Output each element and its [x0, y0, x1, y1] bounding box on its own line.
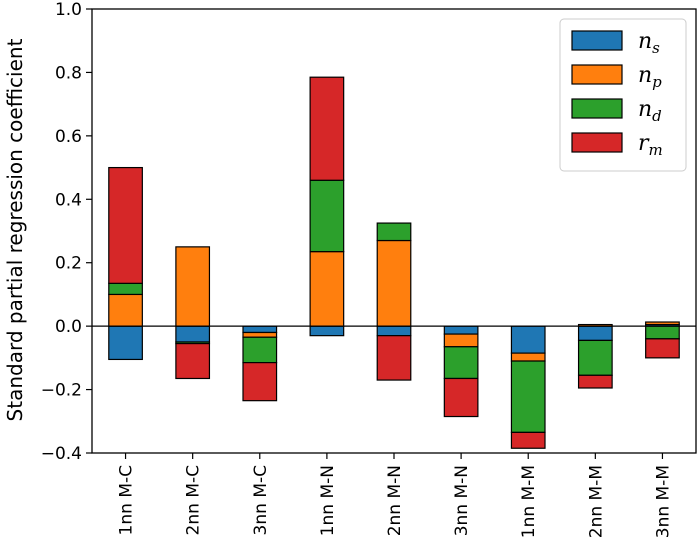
legend-label-base-r_m: r — [638, 131, 650, 156]
bar-n_s-3 — [309, 325, 345, 337]
y-tick-label-7: 1.0 — [55, 0, 82, 20]
bar-r_m-8 — [645, 338, 680, 359]
bar-n_d-7 — [577, 339, 613, 376]
bar-n_d-4 — [376, 222, 412, 242]
x-tick-label-0: 1nn M-C — [117, 465, 137, 535]
y-tick-label-3: 0.2 — [55, 254, 82, 274]
y-tick-label-4: 0.4 — [55, 190, 82, 210]
legend-label-n_p: np — [638, 63, 662, 91]
x-tick-label-5: 3nn M-N — [452, 465, 472, 536]
bar-n_s-6 — [510, 325, 546, 354]
legend-swatch-n_p — [571, 64, 623, 85]
legend-label-base-n_p: n — [638, 63, 652, 88]
x-tick-label-7: 2nn M-M — [586, 465, 606, 538]
x-tick-label-1: 2nn M-C — [184, 465, 204, 535]
bar-n_s-2 — [242, 325, 278, 334]
legend-label-sub-r_m: m — [649, 141, 663, 159]
bar-n_s-0 — [108, 325, 143, 361]
y-tick-label-2: 0.0 — [55, 317, 82, 337]
bar-r_m-6 — [510, 431, 546, 449]
bar-r_m-7 — [577, 374, 613, 389]
bar-n_d-8 — [645, 325, 680, 340]
x-tick-label-6: 1nn M-M — [519, 465, 539, 538]
legend-swatch-r_m — [571, 132, 623, 153]
bar-r_m-2 — [242, 362, 278, 402]
bar-n_d-5 — [443, 346, 479, 380]
legend-label-base-n_s: n — [638, 29, 652, 54]
bar-n_d-2 — [242, 336, 278, 364]
bar-n_s-4 — [376, 325, 412, 337]
legend-swatch-n_d — [571, 98, 623, 119]
y-tick-label-5: 0.6 — [55, 127, 82, 147]
y-tick-label-1: −0.2 — [41, 381, 82, 401]
legend-label-n_s: ns — [638, 29, 660, 57]
legend-label-n_d: nd — [638, 97, 662, 125]
bar-n_p-5 — [443, 333, 479, 348]
x-tick-label-3: 1nn M-N — [318, 465, 338, 536]
bar-n_p-0 — [108, 293, 143, 327]
bar-n_s-1 — [175, 325, 211, 343]
bar-r_m-0 — [108, 166, 143, 284]
y-tick-label-0: −0.4 — [41, 444, 82, 464]
legend-swatch-n_s — [571, 30, 623, 51]
y-tick-label-6: 0.8 — [55, 63, 82, 83]
x-tick-label-8: 3nn M-M — [653, 465, 673, 538]
bar-n_d-6 — [510, 360, 546, 433]
bar-n_p-6 — [510, 352, 546, 362]
bar-n_p-1 — [175, 246, 211, 327]
bar-n_d-3 — [309, 179, 345, 253]
legend-label-sub-n_d: d — [652, 107, 662, 125]
bar-r_m-4 — [376, 335, 412, 381]
axes-layer: −0.4 −0.2 0.0 0.2 0.4 0.6 0.8 1.0 1nn M-C 2nn M-C… — [41, 0, 697, 538]
bar-r_m-3 — [309, 76, 345, 181]
x-tick-label-4: 2nn M-N — [385, 465, 405, 536]
bar-n_p-4 — [376, 239, 412, 327]
y-axis-title: Standard partial regression coefficient — [3, 38, 27, 421]
bar-r_m-5 — [443, 377, 479, 418]
bar-r_m-1 — [175, 342, 211, 380]
bar-n_d-0 — [108, 282, 143, 296]
bar-n_p-2 — [242, 331, 278, 338]
bars-layer — [108, 76, 680, 449]
bar-n_s-5 — [443, 325, 479, 335]
bar-n_p-8 — [645, 321, 680, 326]
legend-label-r_m: rm — [638, 131, 663, 159]
bar-n_s-7 — [577, 325, 613, 342]
legend-label-sub-n_p: p — [652, 73, 662, 91]
legend-label-sub-n_s: s — [652, 39, 660, 57]
legend-label-base-n_d: n — [638, 97, 652, 122]
bar-n_p-3 — [309, 251, 345, 327]
x-tick-label-2: 3nn M-C — [251, 465, 271, 535]
